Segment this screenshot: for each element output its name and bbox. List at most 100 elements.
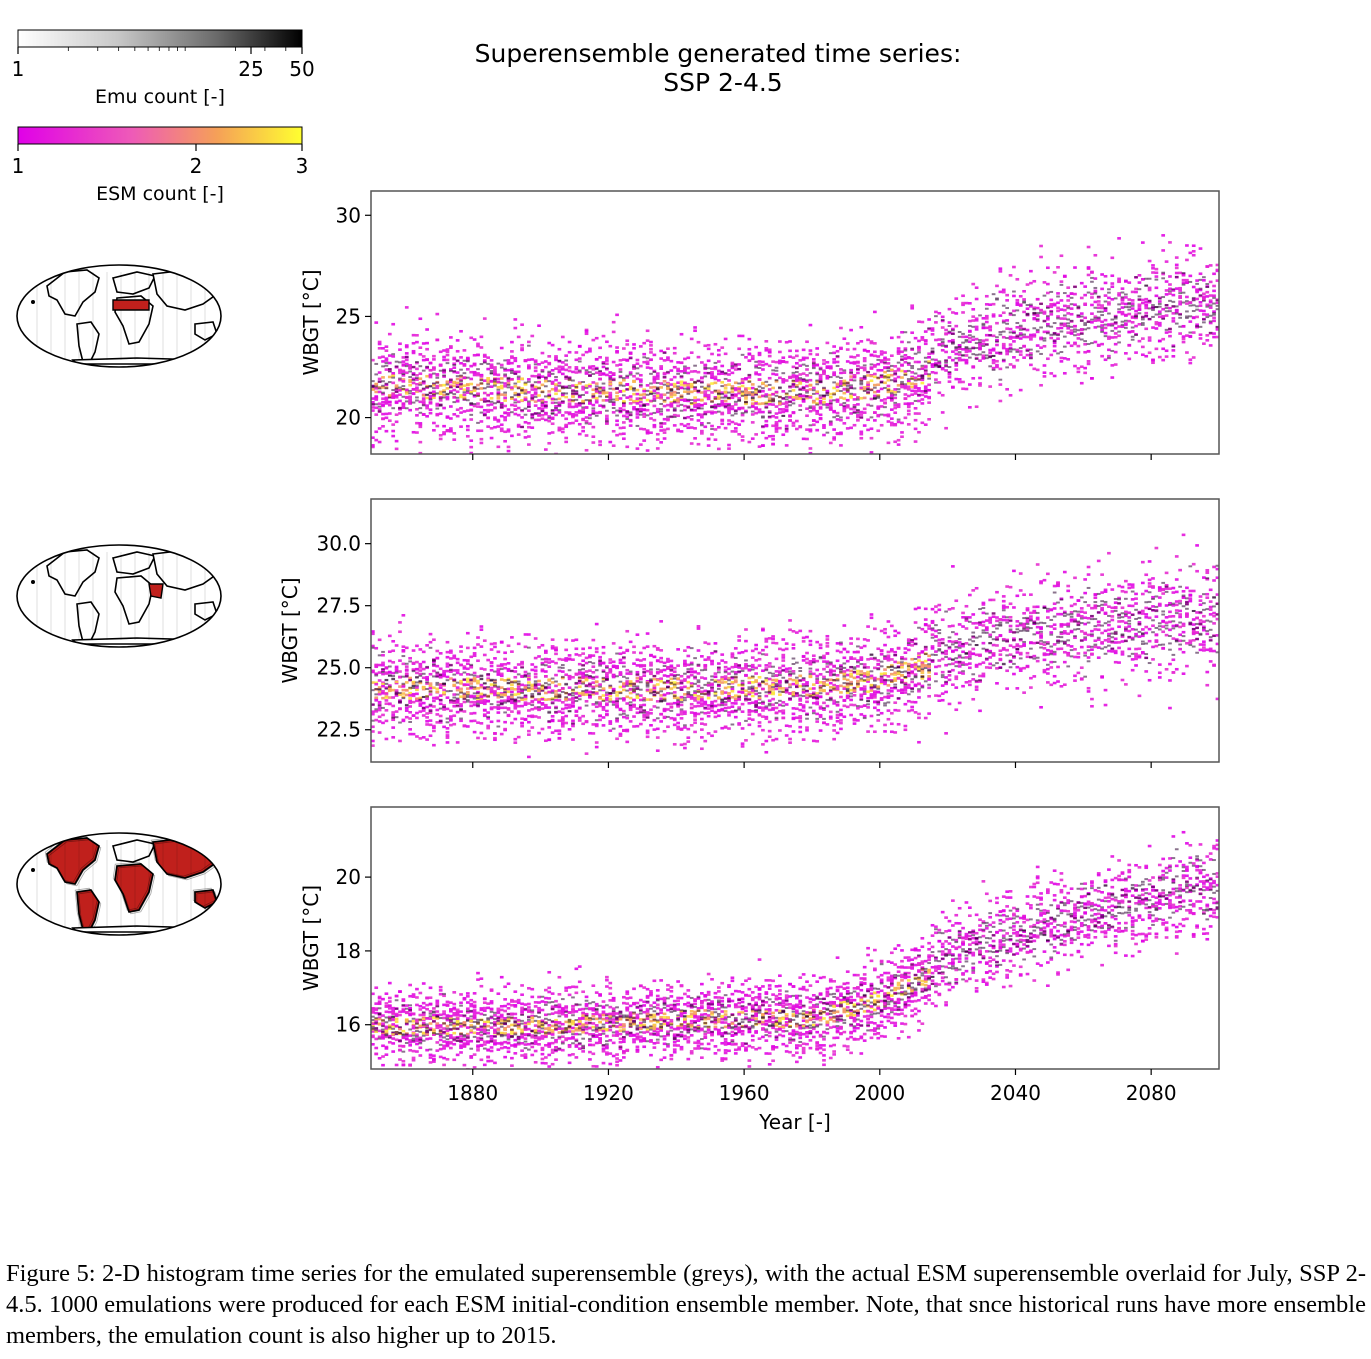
emu-bin <box>378 0 382 2</box>
emu-bin <box>910 0 914 2</box>
esm-bin <box>754 364 758 368</box>
chart-title-line-1: Superensemble generated time series: <box>475 39 962 68</box>
esm-bin <box>913 384 918 388</box>
esm-bin <box>866 428 870 432</box>
emu-bin <box>1063 0 1067 2</box>
overlap-bin <box>449 379 453 382</box>
esm-bin <box>635 447 640 450</box>
esm-bin <box>496 385 501 389</box>
esm-bin <box>781 410 786 414</box>
esm-bin <box>733 364 738 368</box>
emu-bin <box>1161 0 1165 2</box>
esm-bin <box>859 340 864 343</box>
overlap-bin <box>476 394 480 397</box>
emu-bin <box>1015 0 1019 2</box>
overlap-bin <box>767 383 772 386</box>
esm-bin <box>418 381 423 385</box>
esm-bin <box>693 408 697 412</box>
esm-bin <box>455 339 460 342</box>
esm-bin <box>778 350 782 354</box>
overlap-bin <box>493 380 497 383</box>
esm-bin <box>774 405 779 408</box>
esm-bin <box>889 399 894 402</box>
emu-bin <box>1097 0 1101 2</box>
emu-bin <box>1202 0 1206 2</box>
esm-bin <box>588 347 592 351</box>
esm-bin <box>411 387 416 391</box>
esm-bin <box>387 369 392 372</box>
overlap-bin <box>540 401 545 404</box>
emu-bin <box>1151 0 1155 2</box>
esm-bin <box>425 328 429 331</box>
emu-bin <box>812 0 816 2</box>
esm-bin <box>550 422 555 426</box>
esm-bin <box>598 404 602 407</box>
emu-bin <box>771 0 775 2</box>
esm-bin <box>883 381 887 385</box>
esm-bin <box>415 378 419 381</box>
esm-bin <box>421 399 426 403</box>
esm-bin <box>408 366 413 370</box>
esm-bin <box>879 353 884 356</box>
esm-bin <box>727 402 731 406</box>
esm-bin <box>564 436 569 440</box>
esm-bin <box>428 361 433 365</box>
overlap-bin <box>638 410 643 413</box>
esm-bin <box>547 395 552 399</box>
esm-bin <box>598 440 602 443</box>
overlap-bin <box>543 376 548 379</box>
esm-bin <box>662 379 667 383</box>
esm-bin <box>700 421 704 425</box>
esm-bin <box>584 350 589 354</box>
emu-bin <box>476 0 480 2</box>
esm-bin <box>716 348 721 352</box>
overlap-bin <box>645 414 650 417</box>
esm-bin <box>503 430 507 434</box>
overlap-bin <box>622 402 626 405</box>
overlap-bin <box>499 366 504 369</box>
emu-bin <box>602 0 606 2</box>
emu-bin <box>1168 0 1172 2</box>
esm-bin <box>527 364 531 367</box>
overlap-bin <box>588 371 592 374</box>
esm-bin <box>774 390 779 394</box>
emu-bin <box>944 0 948 2</box>
esm-bin <box>672 393 677 397</box>
esm-bin <box>832 351 837 355</box>
esm-bin <box>818 407 823 410</box>
overlap-bin <box>856 368 860 371</box>
esm-bin <box>567 340 572 344</box>
overlap-bin <box>723 372 728 375</box>
emu-bin <box>927 0 931 2</box>
esm-bin <box>700 403 704 407</box>
overlap-bin <box>564 376 569 379</box>
esm-bin <box>499 402 504 405</box>
emu-bin <box>554 0 558 2</box>
esm-colorbar-bar <box>17 126 303 145</box>
overlap-bin <box>703 375 708 378</box>
overlap-bin <box>747 406 752 409</box>
overlap-bin <box>564 359 569 362</box>
overlap-bin <box>401 395 406 398</box>
esm-bin <box>533 374 538 378</box>
esm-bin <box>418 422 423 425</box>
esm-bin <box>791 374 796 377</box>
esm-bin <box>662 431 667 434</box>
esm-bin <box>411 351 416 355</box>
emu-bin <box>1019 0 1023 2</box>
emu-bin <box>832 0 836 2</box>
overlap-bin <box>679 375 684 378</box>
emu-bin <box>924 0 928 2</box>
esm-bin <box>618 432 623 436</box>
emu-bin <box>876 0 880 2</box>
esm-bin <box>381 376 385 379</box>
emu-bin <box>842 0 846 2</box>
overlap-bin <box>913 399 918 402</box>
overlap-bin <box>906 361 911 364</box>
esm-bin <box>920 390 925 393</box>
esm-bin <box>635 413 640 416</box>
emu-bin <box>551 0 555 2</box>
emu-bin <box>992 0 996 2</box>
emu-bin <box>1026 0 1030 2</box>
overlap-bin <box>598 386 602 389</box>
